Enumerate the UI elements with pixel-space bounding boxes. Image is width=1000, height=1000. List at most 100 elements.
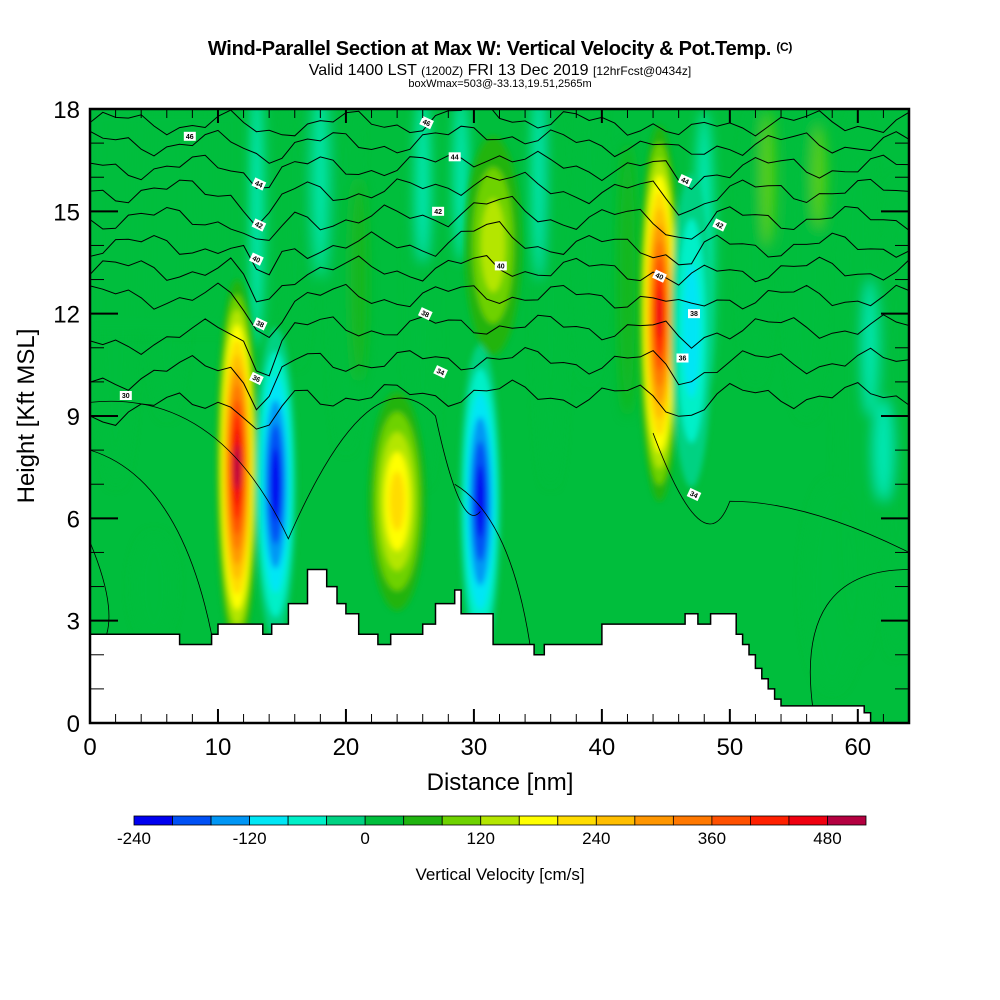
colorbar-tick-label: 480 [813,829,841,848]
x-tick-label: 60 [844,734,871,761]
theta-contour-label: 34 [686,487,702,502]
colorbar-segment [557,815,597,826]
field-updraft-level [481,198,506,293]
theta-contour-line [90,125,909,164]
colorbar-tick-label: 360 [698,829,726,848]
y-axis-title: Height [Kft MSL] [13,329,40,504]
field-streak [281,109,308,365]
theta-label-bg [252,317,268,331]
field-streak [415,109,431,263]
colorbar-segment [364,815,405,826]
field-streak [813,126,826,229]
theta-label-text: 40 [497,263,505,270]
theta-label-bg [119,391,132,400]
theta-contour-label: 40 [652,269,667,283]
field-updraft-level [655,289,663,339]
theta-contour-label: 34 [433,365,448,379]
theta-contour-line [90,195,909,241]
theta-contour-label: 36 [676,353,689,363]
field-downdraft-level [682,263,701,398]
theta-contour-label: 40 [249,252,264,266]
theta-contour-label: 42 [712,218,727,232]
theta-label-bg [712,218,727,232]
theta-label-bg [676,353,689,363]
theta-contour-label: 40 [494,261,507,271]
colorbar-segment [827,815,867,826]
colorbar-segment [403,815,443,826]
x-tick-label: 0 [83,734,96,761]
theta-contour-line [90,171,909,228]
valid-utc: (1200Z) [421,64,464,78]
y-tick-label: 0 [67,711,80,738]
theta-label-text: 30 [122,393,130,400]
x-tick-label: 10 [205,734,232,761]
y-tick-label: 15 [53,199,80,226]
colorbar-tick-label: -120 [233,829,267,848]
colorbar: -240 -120 0 120 240 360 480 [117,815,867,848]
theta-contour-label: 42 [251,218,267,232]
theta-contour-line [90,449,212,635]
copyright-mark: (C) [776,40,793,54]
colorbar-segment [634,815,674,826]
colorbar-segment [210,815,250,826]
colorbar-segment [595,815,636,826]
theta-label-bg [652,269,667,283]
x-tick-label: 50 [716,734,743,761]
theta-label-text: 46 [421,119,431,129]
theta-label-bg [686,487,702,502]
x-tick-label: 30 [461,734,488,761]
theta-contour-label: 38 [688,309,700,319]
theta-contour-label: 36 [249,371,264,386]
colorbar-title: Vertical Velocity [cm/s] [415,865,584,884]
x-axis-title: Distance [nm] [427,769,574,796]
field-updraft-level [233,444,241,490]
theta-contour-line [90,150,909,190]
field-streak [248,109,265,348]
colorbar-segment [672,815,713,826]
colorbar-segment [287,815,328,826]
theta-contour-line [90,282,909,339]
theta-contour-label: 46 [419,115,434,130]
theta-contour-label: 46 [183,131,196,141]
theta-label-text: 38 [255,320,265,330]
colorbar-segment [711,815,751,826]
theta-label-text: 44 [253,180,263,190]
y-tick-label: 3 [67,609,80,636]
theta-label-bg [419,115,434,130]
colorbar-segment [326,815,366,826]
theta-label-text: 46 [186,134,194,141]
field-downdraft-level [475,465,486,538]
field-streak [761,109,775,246]
theta-label-bg [249,252,264,266]
theta-contour-line [90,379,909,430]
theta-contour-line [90,397,481,540]
forecast-info: [12hrFcst@0434z] [593,64,692,78]
field-downdraft-level [270,448,281,521]
field-streak [576,109,602,382]
theta-contours: 46 46 44 44 44 42 42 42 40 40 40 38 38 38 36 36 34 34 30 [90,109,909,710]
theta-contour-line [90,346,909,411]
field-streak [351,177,367,382]
colorbar-segment [172,815,212,826]
theta-label-bg [688,309,700,319]
theta-contour-line [454,483,532,655]
colorbar-segment [480,815,520,826]
colorbar-segment [518,815,559,826]
chart-title-text: Wind-Parallel Section at Max W: Vertical… [207,38,772,60]
theta-label-text: 44 [451,154,459,161]
theta-label-text: 38 [690,311,698,318]
theta-label-text: 36 [679,356,687,363]
chart-title: Wind-Parallel Section at Max W: Vertical… [0,38,1000,61]
theta-label-bg [448,152,461,162]
field-streak [312,109,329,280]
field-streak [537,109,564,485]
theta-label-text: 42 [434,209,442,216]
theta-label-text: 40 [251,255,261,265]
colorbar-tick-label: 120 [467,829,495,848]
theta-label-text: 44 [680,177,690,187]
velocity-field [90,109,909,723]
theta-contour-label: 44 [448,152,461,162]
theta-label-bg [183,131,196,141]
